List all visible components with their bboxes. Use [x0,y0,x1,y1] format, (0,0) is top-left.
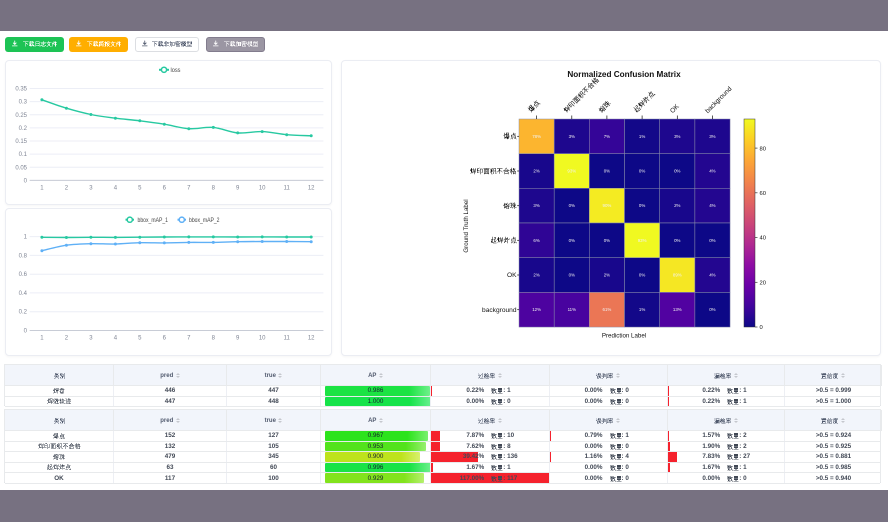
svg-text:0%: 0% [674,169,680,174]
svg-text:10: 10 [259,186,266,192]
svg-text:0: 0 [24,329,28,335]
svg-text:OK: OK [507,272,517,279]
svg-text:background: background [482,307,517,314]
svg-text:3%: 3% [569,134,575,139]
svg-text:6: 6 [163,186,167,192]
svg-text:60: 60 [760,191,766,197]
svg-text:78%: 78% [532,134,541,139]
svg-text:4%: 4% [709,273,715,278]
svg-text:2%: 2% [674,203,680,208]
svg-text:93%: 93% [638,238,647,243]
svg-text:12%: 12% [532,307,541,312]
svg-text:9: 9 [236,186,240,192]
svg-text:bbox_mAP_2: bbox_mAP_2 [189,218,220,224]
svg-text:9: 9 [236,336,240,342]
svg-text:0.15: 0.15 [15,139,27,145]
svg-text:90%: 90% [603,203,612,208]
svg-text:1: 1 [40,186,44,192]
svg-text:0%: 0% [709,238,715,243]
svg-text:6%: 6% [533,238,539,243]
svg-text:40: 40 [760,236,766,242]
svg-text:3%: 3% [674,134,680,139]
svg-text:10: 10 [259,336,266,342]
svg-text:11%: 11% [568,307,577,312]
svg-text:0.8: 0.8 [19,253,28,259]
svg-text:0.25: 0.25 [15,113,27,119]
svg-text:0%: 0% [569,273,575,278]
svg-text:12: 12 [308,186,315,192]
svg-text:7%: 7% [604,134,610,139]
svg-text:80: 80 [760,146,766,152]
svg-text:0.05: 0.05 [15,165,27,171]
svg-text:0%: 0% [639,203,645,208]
svg-text:0%: 0% [639,169,645,174]
svg-text:61%: 61% [603,307,612,312]
svg-text:0%: 0% [604,238,610,243]
svg-text:0%: 0% [639,273,645,278]
svg-text:1%: 1% [639,134,645,139]
svg-text:0%: 0% [674,238,680,243]
svg-text:4: 4 [114,336,118,342]
svg-text:11: 11 [284,336,291,342]
svg-text:1: 1 [40,336,44,342]
svg-text:0.2: 0.2 [19,310,28,316]
svg-text:0: 0 [24,178,28,184]
svg-text:8: 8 [212,336,216,342]
svg-text:0.3: 0.3 [19,100,28,106]
svg-text:Normalized Confusion Matrix: Normalized Confusion Matrix [567,70,681,79]
svg-text:0.4: 0.4 [19,291,28,297]
svg-text:0%: 0% [604,169,610,174]
svg-text:3: 3 [89,336,93,342]
svg-text:3%: 3% [709,134,715,139]
svg-text:12: 12 [308,336,315,342]
svg-text:loss: loss [171,68,181,74]
svg-text:7: 7 [187,186,191,192]
svg-text:1%: 1% [639,307,645,312]
svg-text:bbox_mAP_1: bbox_mAP_1 [138,218,169,224]
svg-text:13%: 13% [673,307,682,312]
svg-text:3: 3 [89,186,93,192]
svg-text:20: 20 [760,281,766,287]
svg-text:4%: 4% [709,169,715,174]
svg-text:2: 2 [65,336,69,342]
svg-text:0.35: 0.35 [15,87,27,93]
svg-text:4: 4 [114,186,118,192]
svg-text:7: 7 [187,336,191,342]
svg-text:1: 1 [24,235,28,241]
svg-text:2: 2 [65,186,69,192]
svg-text:Ground Truth Label: Ground Truth Label [463,199,470,252]
svg-text:0%: 0% [569,238,575,243]
svg-text:5: 5 [138,186,142,192]
svg-text:0: 0 [760,325,763,331]
svg-text:0%: 0% [709,307,715,312]
svg-text:89%: 89% [673,273,682,278]
svg-text:11: 11 [284,186,291,192]
svg-text:4%: 4% [709,203,715,208]
svg-text:background: background [704,85,734,115]
svg-text:93%: 93% [567,169,576,174]
svg-text:0.1: 0.1 [19,152,28,158]
svg-text:0%: 0% [569,203,575,208]
svg-text:2%: 2% [604,273,610,278]
svg-text:5: 5 [138,336,142,342]
svg-text:2%: 2% [533,169,539,174]
svg-text:0.6: 0.6 [19,272,28,278]
svg-text:8: 8 [212,186,216,192]
svg-text:OK: OK [669,103,681,115]
svg-text:2%: 2% [533,273,539,278]
svg-text:3%: 3% [533,203,539,208]
svg-text:Prediction Label: Prediction Label [602,333,646,340]
svg-text:0.2: 0.2 [19,126,28,132]
svg-text:6: 6 [163,336,167,342]
